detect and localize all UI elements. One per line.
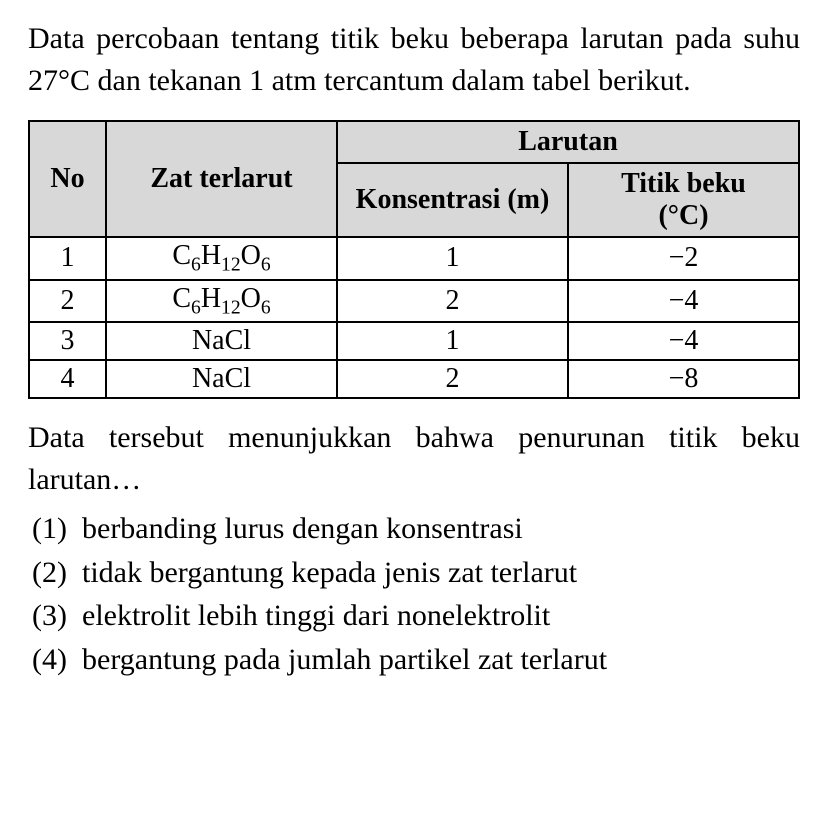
cell-konsentrasi: 1	[337, 237, 568, 280]
intro-paragraph: Data percobaan tentang titik beku bebera…	[28, 18, 800, 102]
option-number: (3)	[28, 594, 82, 638]
cell-no: 3	[29, 322, 106, 360]
options-list: (1) berbanding lurus dengan konsentrasi …	[28, 507, 800, 681]
cell-konsentrasi: 2	[337, 360, 568, 398]
table-row: 2 C6H12O6 2 −4	[29, 280, 799, 323]
header-no: No	[29, 121, 106, 237]
cell-no: 2	[29, 280, 106, 323]
cell-konsentrasi: 1	[337, 322, 568, 360]
option-text: tidak bergantung kepada jenis zat terlar…	[82, 551, 577, 595]
option-number: (2)	[28, 551, 82, 595]
cell-zat: NaCl	[106, 360, 337, 398]
table-row: 4 NaCl 2 −8	[29, 360, 799, 398]
header-konsentrasi: Konsentrasi (m)	[337, 163, 568, 237]
titik-beku-unit: (°C)	[658, 200, 708, 231]
data-table: No Zat terlarut Larutan Konsentrasi (m) …	[28, 120, 800, 399]
cell-no: 4	[29, 360, 106, 398]
cell-zat: C6H12O6	[106, 280, 337, 323]
cell-titik: −4	[568, 280, 799, 323]
question-text: Data tersebut menunjukkan bahwa penuruna…	[28, 417, 800, 501]
option-number: (1)	[28, 507, 82, 551]
cell-zat: C6H12O6	[106, 237, 337, 280]
table-row: 3 NaCl 1 −4	[29, 322, 799, 360]
cell-titik: −8	[568, 360, 799, 398]
option-text: elektrolit lebih tinggi dari nonelektrol…	[82, 594, 550, 638]
cell-zat: NaCl	[106, 322, 337, 360]
option-text: bergantung pada jumlah partikel zat terl…	[82, 638, 607, 682]
option-item: (4) bergantung pada jumlah partikel zat …	[28, 638, 800, 682]
option-item: (2) tidak bergantung kepada jenis zat te…	[28, 551, 800, 595]
header-larutan: Larutan	[337, 121, 799, 163]
cell-konsentrasi: 2	[337, 280, 568, 323]
option-item: (3) elektrolit lebih tinggi dari nonelek…	[28, 594, 800, 638]
cell-no: 1	[29, 237, 106, 280]
option-item: (1) berbanding lurus dengan konsentrasi	[28, 507, 800, 551]
table-row: 1 C6H12O6 1 −2	[29, 237, 799, 280]
header-titik-beku: Titik beku (°C)	[568, 163, 799, 237]
cell-titik: −4	[568, 322, 799, 360]
titik-beku-label: Titik beku	[621, 168, 746, 199]
header-zat: Zat terlarut	[106, 121, 337, 237]
option-number: (4)	[28, 638, 82, 682]
option-text: berbanding lurus dengan konsentrasi	[82, 507, 523, 551]
cell-titik: −2	[568, 237, 799, 280]
